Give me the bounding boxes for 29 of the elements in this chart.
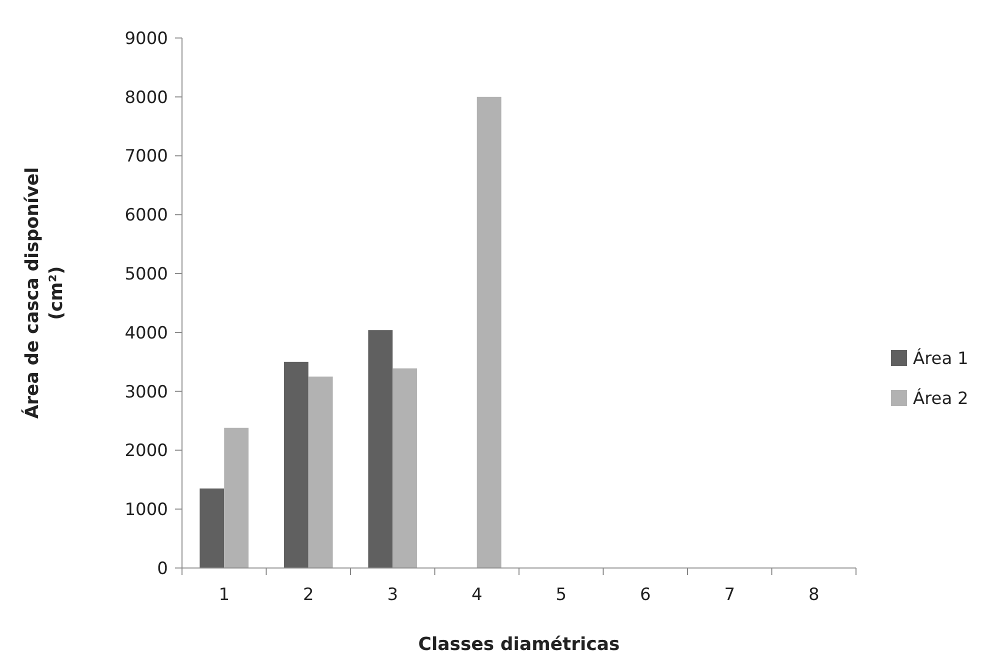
legend-label: Área 1 — [913, 348, 968, 369]
bar — [392, 368, 418, 568]
y-tick-label: 8000 — [124, 88, 168, 108]
y-axis-title: Área de casca disponível (cm²) — [21, 167, 67, 419]
x-tick-label: 6 — [640, 585, 651, 605]
y-tick-label: 9000 — [124, 28, 168, 49]
bar — [284, 362, 308, 568]
x-tick-label: 1 — [218, 585, 230, 605]
y-tick-label: 0 — [157, 558, 168, 579]
x-axis-title: Classes diamétricas — [418, 634, 620, 655]
bar — [368, 330, 393, 568]
x-tick-label: 4 — [471, 585, 482, 605]
x-tick-label: 8 — [808, 585, 820, 605]
legend-label: Área 2 — [913, 388, 968, 409]
bar — [476, 96, 502, 568]
bar — [200, 488, 224, 568]
y-tick-label: 4000 — [124, 323, 168, 344]
bar — [224, 428, 249, 568]
y-tick-label: 1000 — [124, 500, 168, 520]
y-tick-label: 7000 — [124, 146, 168, 167]
y-tick-label: 5000 — [124, 264, 168, 285]
y-tick-label: 2000 — [124, 441, 168, 462]
bar — [308, 376, 333, 568]
x-tick-label: 3 — [387, 585, 398, 605]
y-tick-label: 6000 — [124, 206, 168, 226]
x-tick-label: 5 — [556, 585, 567, 605]
x-tick-label: 2 — [302, 585, 314, 605]
x-tick-label: 7 — [724, 585, 736, 605]
y-tick-label: 3000 — [124, 382, 168, 402]
